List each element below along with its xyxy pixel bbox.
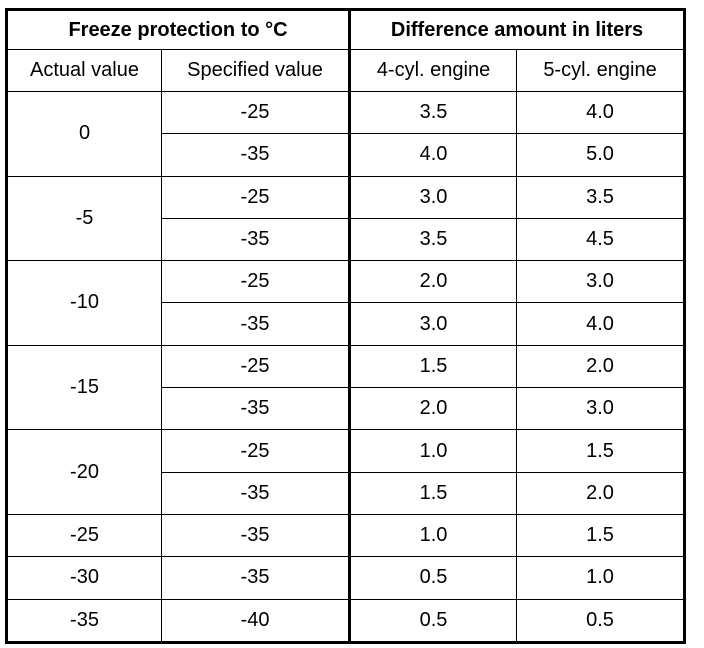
data-row: -35 4.0 5.0 (7, 133, 686, 177)
data-row: -35 -40 0.5 0.5 (6, 598, 686, 643)
column-header: Actual value (6, 49, 162, 92)
difference-cell: 4.0 (349, 133, 518, 177)
difference-cell: 4.0 (516, 302, 686, 346)
data-row: -35 2.0 3.0 (7, 387, 686, 431)
difference-cell: 3.0 (349, 302, 518, 346)
group-header: Freeze protection to °C (5, 9, 352, 50)
difference-cell: 1.0 (516, 556, 686, 600)
specified-value-cell: -35 (160, 133, 352, 177)
difference-cell: 1.5 (516, 513, 686, 558)
specified-value-cell: -35 (160, 302, 352, 346)
difference-cell: 3.5 (516, 175, 686, 219)
specified-value-cell: -35 (160, 556, 352, 600)
specified-value-cell: -25 (160, 429, 352, 473)
difference-cell: 0.5 (349, 556, 518, 600)
table-body: Freeze protection to °C Difference amoun… (5, 9, 686, 643)
data-row: -20 -25 1.0 1.5 (6, 429, 686, 515)
difference-cell: 1.5 (349, 344, 518, 389)
column-header: 4-cyl. engine (349, 49, 518, 92)
data-row: -25 -35 1.0 1.5 (6, 513, 686, 558)
specified-value-cell: -40 (160, 598, 352, 643)
difference-cell: 3.0 (349, 175, 518, 219)
column-header: Specified value (160, 49, 352, 92)
specified-value-cell: -35 (160, 217, 352, 262)
group-header: Difference amount in liters (349, 9, 686, 50)
data-row: -35 3.5 4.5 (7, 217, 686, 262)
actual-value-cell: -15 (6, 344, 162, 431)
actual-value-cell: -25 (6, 513, 162, 558)
specified-value-cell: -35 (160, 471, 352, 515)
column-header: 5-cyl. engine (516, 49, 686, 92)
difference-cell: 1.0 (349, 429, 518, 473)
difference-cell: 5.0 (516, 133, 686, 177)
difference-cell: 2.0 (516, 344, 686, 389)
difference-cell: 3.0 (516, 387, 686, 431)
specified-value-cell: -25 (160, 90, 352, 135)
difference-cell: 2.0 (349, 387, 518, 431)
difference-cell: 4.5 (516, 217, 686, 262)
data-row: -10 -25 2.0 3.0 (6, 260, 686, 346)
data-row: 0 -25 3.5 4.0 (6, 90, 686, 177)
freeze-protection-table: Freeze protection to °C Difference amoun… (5, 8, 687, 644)
data-row: -35 3.0 4.0 (7, 302, 686, 346)
data-row: -35 1.5 2.0 (7, 471, 686, 515)
difference-cell: 2.0 (516, 471, 686, 515)
difference-cell: 2.0 (349, 260, 518, 304)
specified-value-cell: -25 (160, 260, 352, 304)
group-header-row: Freeze protection to °C Difference amoun… (5, 9, 686, 50)
specified-value-cell: -35 (160, 387, 352, 431)
difference-cell: 3.5 (349, 90, 518, 135)
difference-cell: 4.0 (516, 90, 686, 135)
difference-cell: 1.5 (516, 429, 686, 473)
data-row: -5 -25 3.0 3.5 (6, 175, 686, 262)
specified-value-cell: -35 (160, 513, 352, 558)
difference-cell: 3.0 (516, 260, 686, 304)
specified-value-cell: -25 (160, 175, 352, 219)
difference-cell: 0.5 (349, 598, 518, 643)
data-row: -15 -25 1.5 2.0 (6, 344, 686, 431)
column-header-row: Actual value Specified value 4-cyl. engi… (6, 49, 686, 92)
difference-cell: 1.5 (349, 471, 518, 515)
actual-value-cell: -10 (6, 260, 162, 346)
difference-cell: 0.5 (516, 598, 686, 643)
specified-value-cell: -25 (160, 344, 352, 389)
difference-cell: 1.0 (349, 513, 518, 558)
difference-cell: 3.5 (349, 217, 518, 262)
actual-value-cell: -20 (6, 429, 162, 515)
actual-value-cell: -35 (6, 598, 162, 643)
data-row: -30 -35 0.5 1.0 (6, 556, 686, 600)
actual-value-cell: -5 (6, 175, 162, 262)
actual-value-cell: 0 (6, 91, 162, 177)
actual-value-cell: -30 (6, 556, 162, 600)
